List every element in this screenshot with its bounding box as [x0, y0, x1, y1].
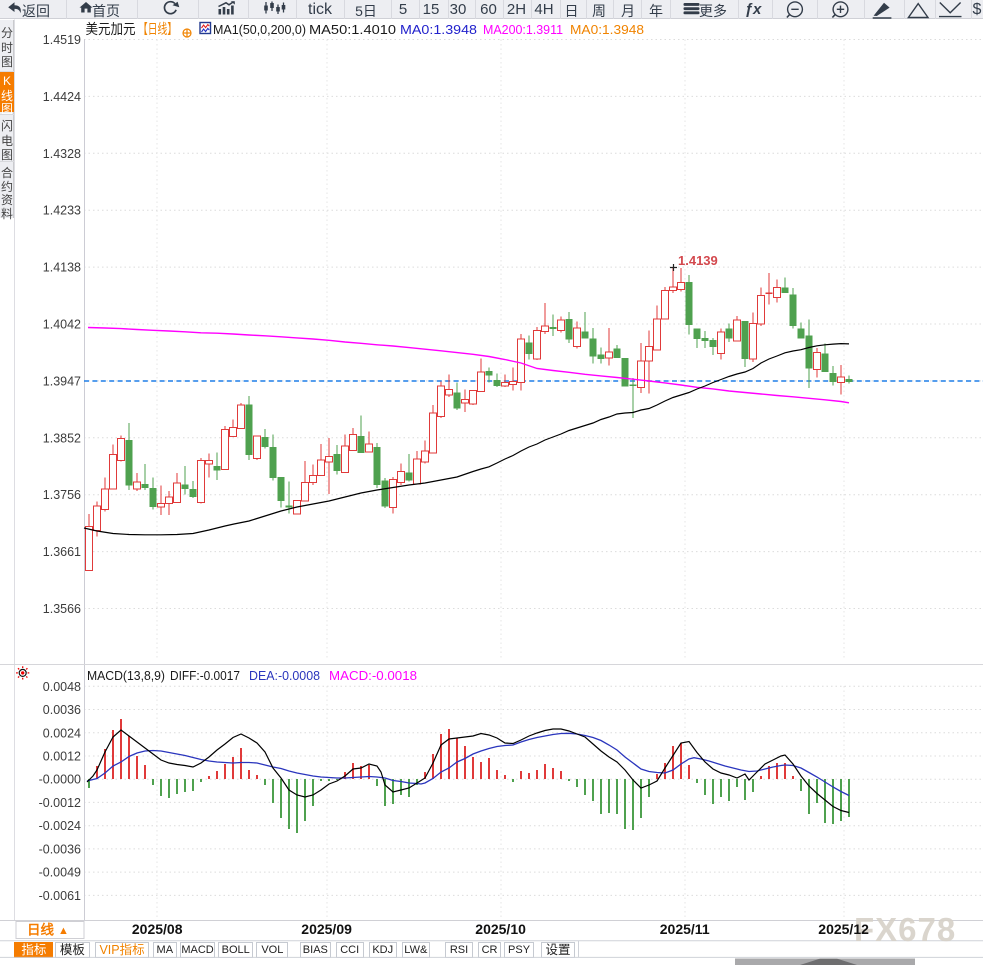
svg-text:【日线】: 【日线】 [138, 21, 177, 37]
svg-text:1.4424: 1.4424 [43, 90, 81, 104]
svg-text:MA0:1.3948: MA0:1.3948 [400, 22, 477, 37]
svg-text:DIFF:-0.0017: DIFF:-0.0017 [170, 668, 240, 683]
svg-text:1.3661: 1.3661 [43, 545, 81, 559]
svg-text:0.0012: 0.0012 [43, 750, 81, 764]
svg-text:▲: ▲ [58, 925, 69, 937]
svg-text:2025/11: 2025/11 [660, 921, 710, 937]
svg-text:-0.0049: -0.0049 [39, 866, 81, 880]
svg-text:MA50:1.4010: MA50:1.4010 [309, 22, 396, 37]
svg-text:-0.0012: -0.0012 [39, 796, 81, 810]
svg-text:0.0048: 0.0048 [43, 680, 81, 694]
svg-text:1.4139: 1.4139 [678, 253, 718, 268]
svg-text:MA200:1.3911: MA200:1.3911 [483, 22, 563, 37]
svg-text:2025/09: 2025/09 [301, 921, 352, 937]
svg-text:DEA:-0.0008: DEA:-0.0008 [249, 668, 320, 683]
svg-text:MA1(50,0,200,0): MA1(50,0,200,0) [213, 22, 306, 37]
svg-text:-0.0000: -0.0000 [39, 773, 81, 787]
svg-text:1.4138: 1.4138 [43, 261, 81, 275]
svg-text:1.3852: 1.3852 [43, 431, 81, 445]
svg-text:-0.0036: -0.0036 [39, 842, 81, 856]
svg-text:1.3566: 1.3566 [43, 602, 81, 616]
svg-text:日线: 日线 [27, 922, 54, 938]
svg-text:2025/08: 2025/08 [132, 921, 183, 937]
svg-text:1.4519: 1.4519 [43, 33, 81, 47]
svg-text:1.4328: 1.4328 [43, 147, 81, 161]
svg-text:美元加元: 美元加元 [86, 21, 136, 37]
svg-text:2025/12: 2025/12 [818, 921, 869, 937]
svg-text:FX678: FX678 [854, 911, 956, 948]
svg-text:1.3756: 1.3756 [43, 488, 81, 502]
svg-text:MA0:1.3948: MA0:1.3948 [570, 22, 644, 37]
svg-text:0.0036: 0.0036 [43, 703, 81, 717]
svg-text:MACD:-0.0018: MACD:-0.0018 [329, 668, 417, 683]
svg-text:1.4042: 1.4042 [43, 318, 81, 332]
svg-text:-0.0024: -0.0024 [39, 819, 81, 833]
svg-text:MACD(13,8,9): MACD(13,8,9) [87, 668, 165, 683]
svg-text:1.4233: 1.4233 [43, 204, 81, 218]
svg-text:1.3947: 1.3947 [43, 374, 81, 388]
svg-text:0.0024: 0.0024 [43, 726, 81, 740]
svg-text:2025/10: 2025/10 [475, 921, 526, 937]
svg-text:-0.0061: -0.0061 [39, 889, 81, 903]
